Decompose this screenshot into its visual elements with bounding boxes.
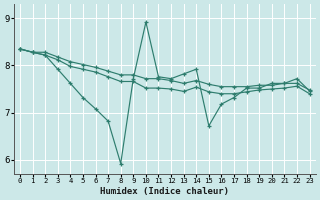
X-axis label: Humidex (Indice chaleur): Humidex (Indice chaleur) [100,187,229,196]
